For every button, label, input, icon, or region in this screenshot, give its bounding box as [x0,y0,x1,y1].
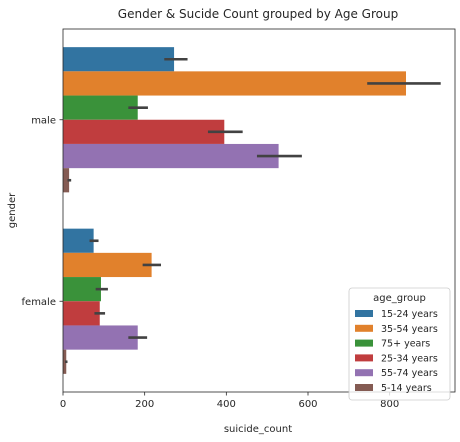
y-axis-label: gender [7,192,18,228]
plot-frame [62,28,456,393]
bar-female-35-54-years [63,252,152,278]
x-tick-label: 800 [380,399,399,410]
legend-swatch-15-24-years [355,310,373,317]
legend-swatch-35-54-years [355,324,373,332]
x-tick-label: 0 [60,399,66,410]
legend-label-5-14-years: 5-14 years [381,383,432,394]
bar-male-35-54-years [63,71,406,96]
bar-female-55-74-years [63,325,138,350]
legend-title: age_group [373,293,426,304]
legend-swatch-75-years [355,339,373,347]
bar-male-15-24-years [63,47,175,72]
legend-frame [348,287,451,401]
legend-label-35-54-years: 35-54 years [381,324,438,335]
x-axis-label: suicide_count [224,424,292,435]
legend-swatch-5-14-years [355,384,373,391]
bar-male-25-34-years [63,119,225,144]
legend-items: 15-24 years 35-54 years 75+ years 25-34 yea… [355,309,438,394]
legend-label-75-years: 75+ years [381,339,430,350]
bar-female-25-34-years [63,301,100,326]
x-tick-label: 600 [298,399,317,410]
bar-female-5-14-years [63,349,67,374]
legend-label-15-24-years: 15-24 years [381,309,438,320]
legend-label-55-74-years: 55-74 years [381,368,438,379]
bar-female-75-years [63,277,101,302]
legend-swatch-25-34-years [355,354,373,362]
bar-male-5-14-years [63,168,70,193]
legend-label-25-34-years: 25-34 years [381,353,438,364]
y-tick-label-male: male [31,115,56,126]
y-ticks-group: male female [22,115,63,308]
bars-group [63,47,406,374]
x-tick-label: 200 [135,399,154,410]
x-tick-label: 400 [217,399,236,410]
y-tick-label-female: female [22,297,56,308]
bar-male-75-years [63,95,138,120]
errorbars-group [65,57,441,364]
bar-male-55-74-years [63,143,279,169]
x-ticks-group: 0 200 400 600 800 [60,392,399,410]
chart-title: Gender & Sucide Count grouped by Age Gro… [118,7,398,21]
legend: age_group 15-24 years 35-54 years 75+ year… [348,287,451,401]
bar-female-15-24-years [63,228,94,253]
legend-swatch-55-74-years [355,369,373,377]
